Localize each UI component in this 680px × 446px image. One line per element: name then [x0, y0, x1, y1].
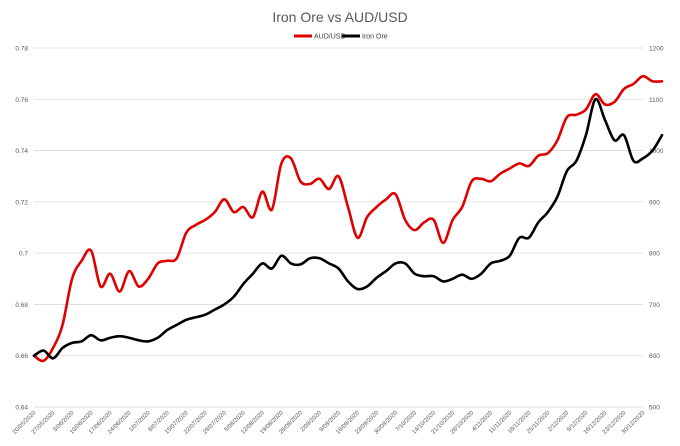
right-tick-label: 600 — [649, 353, 660, 360]
left-tick-label: 0.64 — [15, 405, 28, 412]
series-line-aud-usd — [32, 74, 664, 363]
gridlines — [34, 47, 643, 408]
left-tick-label: 0.72 — [15, 199, 28, 206]
left-tick-label: 0.66 — [15, 353, 28, 360]
right-tick-label: 1200 — [649, 46, 664, 53]
right-tick-label: 700 — [649, 302, 660, 309]
right-tick-label: 800 — [649, 251, 660, 258]
left-tick-label: 0.68 — [15, 302, 28, 309]
left-tick-label: 0.78 — [15, 46, 28, 53]
x-axis-ticks: 20/05/202027/05/20203/06/202010/06/20201… — [12, 410, 647, 436]
chart-title: Iron Ore vs AUD/USD — [272, 9, 407, 25]
right-tick-label: 900 — [649, 199, 660, 206]
series-lines — [32, 74, 664, 363]
right-tick-label: 1100 — [649, 97, 663, 104]
left-tick-label: 0.7 — [19, 251, 28, 258]
right-axis-ticks: 500 600 700 800 900 1000 1100 1200 — [649, 46, 664, 412]
right-tick-label: 500 — [649, 405, 660, 412]
series-line-iron-ore — [32, 97, 664, 360]
left-tick-label: 0.76 — [15, 97, 28, 104]
legend: AUD/USD Iron Ore — [294, 34, 388, 41]
legend-label-aud-usd: AUD/USD — [314, 34, 346, 41]
legend-label-iron-ore: Iron Ore — [362, 34, 388, 41]
left-axis-ticks: 0.64 0.66 0.68 0.7 0.72 0.74 0.76 0.78 — [15, 46, 28, 412]
left-tick-label: 0.74 — [15, 148, 28, 155]
right-tick-label: 1000 — [649, 148, 664, 155]
